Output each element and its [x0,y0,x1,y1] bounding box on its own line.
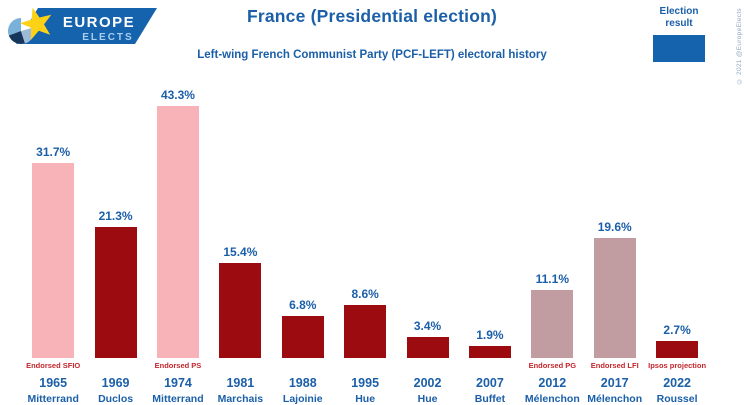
year-label: 2017 [600,376,629,390]
bar-area: 43.3% [156,88,199,358]
legend: Election result [640,6,718,62]
bar-column-1988: 6.8% 1988 Lajoinie [272,88,334,405]
logo-star-icon [20,7,52,40]
logo-banner [16,8,157,44]
value-label: 1.9% [476,328,504,342]
year-label: 1969 [101,376,130,390]
year-label: 1981 [226,376,255,390]
year-label: 1965 [39,376,68,390]
bar-note: Endorsed PG [528,361,577,370]
year-label: 2012 [538,376,567,390]
year-label: 2007 [476,376,504,390]
candidate-label: Hue [355,393,376,405]
legend-label-line1: Election [659,6,699,17]
value-label: 43.3% [160,88,195,102]
year-label: 2002 [413,376,442,390]
bar-column-1981: 15.4% 1981 Marchais [209,88,271,405]
bar [593,238,636,358]
legend-label-line2: result [665,18,693,29]
bar-column-1969: 21.3% 1969 Duclos [84,88,146,405]
bar-area: 6.8% [281,88,324,358]
year-label: 1974 [164,376,192,390]
candidate-label: Buffet [474,393,506,405]
candidate-label: Mélenchon [587,393,643,405]
copyright-text: © 2021 @EuropeElects [736,8,743,85]
value-label: 21.3% [98,209,133,223]
bar-note: Endorsed LFI [590,361,639,370]
bar-area: 15.4% [219,88,262,358]
bar [156,106,199,358]
bar [344,305,387,358]
bar [219,263,262,358]
bar [468,346,511,358]
bar-note: Ipsos projection [648,361,707,370]
bar [531,290,574,358]
bar [656,341,699,358]
bar-column-2002: 3.4% 2002 Hue [396,88,458,405]
bar-area: 1.9% [468,88,511,358]
bar-area: 11.1% [531,88,574,358]
bar-column-1995: 8.6% 1995 Hue [334,88,396,405]
value-label: 15.4% [223,245,258,259]
candidate-label: Hue [417,393,438,405]
bar-area: 8.6% [344,88,387,358]
europe-elects-logo: EUROPE ELECTS [7,7,157,44]
bar-column-2012: 11.1% Endorsed PG 2012 Mélenchon [521,88,583,405]
value-label: 2.7% [663,323,691,337]
bar-column-2017: 19.6% Endorsed LFI 2017 Mélenchon [584,88,646,405]
value-label: 3.4% [413,319,442,333]
bar-note: Endorsed PS [154,361,202,370]
legend-swatch [653,35,705,62]
bar-area: 3.4% [406,88,449,358]
bar-area: 31.7% [32,88,75,358]
logo-text-europe: EUROPE [63,14,135,31]
bar [32,163,75,358]
bar-chart: 31.7% Endorsed SFIO 1965 Mitterrand 21.3% 196… [22,88,708,405]
value-label: 6.8% [289,298,317,312]
logo-text-elects: ELECTS [82,32,133,43]
candidate-label: Marchais [217,393,264,405]
year-label: 2022 [663,376,691,390]
candidate-label: Roussel [656,393,698,405]
bar-area: 2.7% [656,88,699,358]
candidate-label: Mélenchon [524,393,580,405]
bar [406,337,449,358]
bar-column-1974: 43.3% Endorsed PS 1974 Mitterrand [147,88,209,405]
candidate-label: Mitterrand [27,393,79,405]
year-label: 1995 [351,376,380,390]
bar [281,316,324,358]
bar-column-2022: 2.7% Ipsos projection 2022 Roussel [646,88,708,405]
candidate-label: Duclos [98,393,134,405]
year-label: 1988 [288,376,317,390]
bar-column-2007: 1.9% 2007 Buffet [459,88,521,405]
bar-area: 21.3% [94,88,137,358]
value-label: 11.1% [535,272,569,286]
bar [94,227,137,358]
bar-column-1965: 31.7% Endorsed SFIO 1965 Mitterrand [22,88,84,405]
candidate-label: Mitterrand [152,393,204,405]
value-label: 8.6% [351,287,379,301]
candidate-label: Lajoinie [282,393,323,405]
value-label: 19.6% [597,220,632,234]
value-label: 31.7% [36,145,71,159]
bar-area: 19.6% [593,88,636,358]
bar-note: Endorsed SFIO [26,361,81,370]
